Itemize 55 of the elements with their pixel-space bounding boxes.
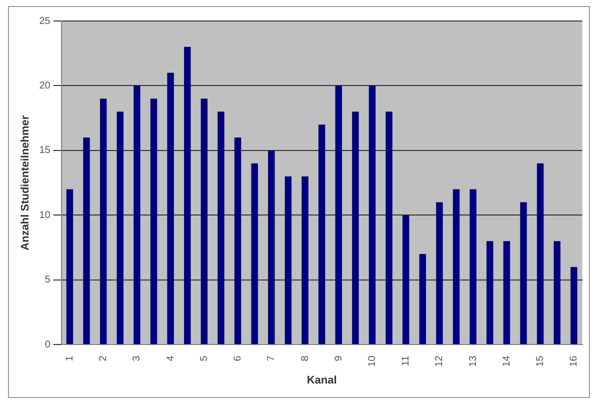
x-axis-title: Kanal	[306, 374, 337, 386]
bar	[83, 138, 90, 344]
x-tick-label: 4	[165, 355, 176, 362]
y-tick-label: 5	[44, 274, 51, 286]
y-tick-label: 15	[39, 145, 51, 156]
x-tick-label: 2	[98, 355, 110, 362]
x-tick-label: 6	[232, 355, 244, 362]
bar	[335, 86, 342, 344]
x-tick-label: 11	[400, 355, 412, 366]
bar	[402, 215, 410, 344]
bar	[554, 241, 560, 344]
bar	[419, 254, 426, 344]
y-tick-label: 20	[39, 80, 51, 92]
bar	[386, 112, 392, 344]
bar	[536, 163, 544, 344]
bar	[452, 189, 460, 344]
x-tick-label: 14	[501, 355, 512, 367]
bar	[318, 124, 326, 344]
y-tick-label: 25	[39, 16, 51, 27]
y-tick-label: 10	[39, 210, 51, 221]
bar	[470, 189, 476, 344]
bar	[503, 241, 510, 344]
x-tick-label: 1	[64, 355, 76, 362]
bar	[251, 163, 258, 344]
x-tick-label: 12	[434, 355, 446, 367]
x-tick-label: 15	[535, 355, 546, 367]
bar	[234, 138, 242, 344]
y-tick-label: 0	[44, 339, 51, 350]
bar	[486, 241, 494, 344]
x-tick-label: 8	[300, 355, 311, 362]
bar	[66, 189, 74, 344]
bar	[184, 46, 191, 344]
y-axis-title: Anzahl Studienteilnehmer	[20, 114, 32, 250]
bar	[116, 112, 124, 344]
bar	[436, 202, 443, 344]
bar	[100, 98, 107, 344]
bar	[200, 98, 208, 344]
bar	[150, 98, 158, 344]
x-tick-label: 5	[198, 355, 210, 362]
bar	[167, 72, 174, 344]
bar	[570, 266, 578, 344]
bar	[218, 112, 224, 344]
x-tick-label: 3	[132, 355, 143, 362]
x-tick-label: 7	[266, 355, 278, 362]
x-tick-label: 13	[468, 355, 479, 367]
bar	[368, 86, 376, 344]
bar	[302, 176, 308, 344]
x-tick-label: 9	[333, 355, 344, 362]
bar	[352, 112, 359, 344]
x-tick-label: 10	[366, 355, 378, 367]
x-tick-label: 16	[568, 355, 580, 367]
bar	[284, 176, 292, 344]
bar	[134, 86, 140, 344]
bar	[268, 150, 275, 344]
bar	[520, 202, 527, 344]
